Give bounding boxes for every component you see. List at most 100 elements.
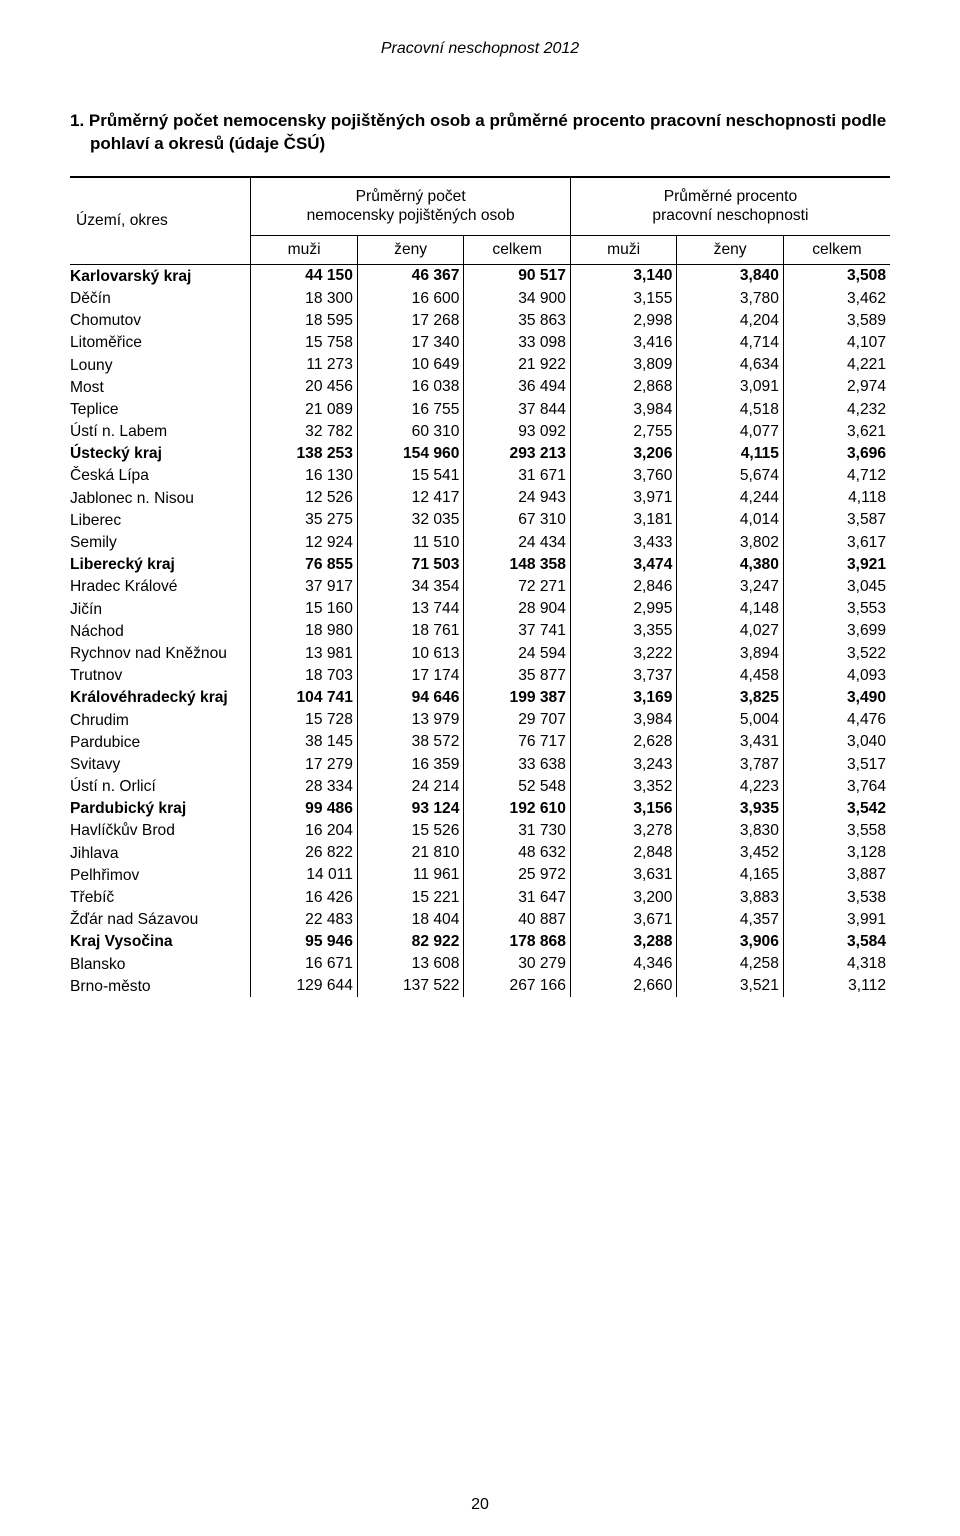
- row-name: Chrudim: [70, 709, 251, 731]
- row-value: 129 644: [251, 975, 358, 997]
- row-name: Žďár nad Sázavou: [70, 909, 251, 931]
- row-value: 34 900: [464, 287, 571, 309]
- row-value: 48 632: [464, 842, 571, 864]
- table-row: Pelhřimov14 01111 96125 9723,6314,1653,8…: [70, 864, 890, 886]
- row-value: 104 741: [251, 687, 358, 709]
- row-value: 3,542: [783, 798, 890, 820]
- table-row: Litoměřice15 75817 34033 0983,4164,7144,…: [70, 332, 890, 354]
- row-value: 4,346: [570, 953, 677, 975]
- table-row: Pardubice38 14538 57276 7172,6283,4313,0…: [70, 731, 890, 753]
- table-row: Liberecký kraj76 85571 503148 3583,4744,…: [70, 554, 890, 576]
- table-row: Česká Lípa16 13015 54131 6713,7605,6744,…: [70, 465, 890, 487]
- row-value: 11 961: [357, 864, 464, 886]
- row-value: 178 868: [464, 931, 571, 953]
- row-value: 192 610: [464, 798, 571, 820]
- row-value: 3,355: [570, 620, 677, 642]
- row-value: 3,169: [570, 687, 677, 709]
- row-value: 60 310: [357, 421, 464, 443]
- row-value: 18 404: [357, 909, 464, 931]
- row-value: 3,288: [570, 931, 677, 953]
- row-value: 67 310: [464, 509, 571, 531]
- row-value: 4,027: [677, 620, 784, 642]
- row-value: 3,696: [783, 443, 890, 465]
- header-sub: celkem: [783, 236, 890, 265]
- row-value: 33 098: [464, 332, 571, 354]
- row-name: Pelhřimov: [70, 864, 251, 886]
- row-value: 3,508: [783, 265, 890, 288]
- row-name: Most: [70, 376, 251, 398]
- row-value: 4,107: [783, 332, 890, 354]
- row-value: 15 758: [251, 332, 358, 354]
- row-value: 3,760: [570, 465, 677, 487]
- row-value: 4,476: [783, 709, 890, 731]
- row-name: Rychnov nad Kněžnou: [70, 642, 251, 664]
- row-value: 2,974: [783, 376, 890, 398]
- row-value: 3,809: [570, 354, 677, 376]
- row-value: 11 510: [357, 532, 464, 554]
- row-value: 4,712: [783, 465, 890, 487]
- table-row: Třebíč16 42615 22131 6473,2003,8833,538: [70, 887, 890, 909]
- row-value: 3,617: [783, 532, 890, 554]
- row-value: 36 494: [464, 376, 571, 398]
- row-value: 3,452: [677, 842, 784, 864]
- row-value: 13 608: [357, 953, 464, 975]
- row-value: 76 855: [251, 554, 358, 576]
- table-row: Žďár nad Sázavou22 48318 40440 8873,6714…: [70, 909, 890, 931]
- table-row: Havlíčkův Brod16 20415 52631 7303,2783,8…: [70, 820, 890, 842]
- row-value: 17 279: [251, 753, 358, 775]
- row-name: Jičín: [70, 598, 251, 620]
- row-value: 12 526: [251, 487, 358, 509]
- row-value: 5,004: [677, 709, 784, 731]
- row-value: 2,998: [570, 310, 677, 332]
- row-value: 4,714: [677, 332, 784, 354]
- row-value: 16 130: [251, 465, 358, 487]
- row-value: 15 526: [357, 820, 464, 842]
- row-value: 4,221: [783, 354, 890, 376]
- row-value: 95 946: [251, 931, 358, 953]
- row-value: 4,165: [677, 864, 784, 886]
- row-name: Chomutov: [70, 310, 251, 332]
- table-body: Karlovarský kraj44 15046 36790 5173,1403…: [70, 265, 890, 998]
- row-value: 4,357: [677, 909, 784, 931]
- row-value: 12 417: [357, 487, 464, 509]
- table-row: Chomutov18 59517 26835 8632,9984,2043,58…: [70, 310, 890, 332]
- row-value: 12 924: [251, 532, 358, 554]
- row-value: 3,787: [677, 753, 784, 775]
- row-value: 3,091: [677, 376, 784, 398]
- row-value: 3,921: [783, 554, 890, 576]
- header-sub: ženy: [357, 236, 464, 265]
- table-row: Blansko16 67113 60830 2794,3464,2584,318: [70, 953, 890, 975]
- row-value: 15 221: [357, 887, 464, 909]
- row-value: 267 166: [464, 975, 571, 997]
- row-value: 3,431: [677, 731, 784, 753]
- row-value: 3,589: [783, 310, 890, 332]
- row-value: 3,247: [677, 576, 784, 598]
- row-name: Pardubice: [70, 731, 251, 753]
- row-name: Louny: [70, 354, 251, 376]
- row-value: 3,522: [783, 642, 890, 664]
- row-value: 72 271: [464, 576, 571, 598]
- row-value: 28 904: [464, 598, 571, 620]
- row-value: 4,244: [677, 487, 784, 509]
- table-row: Karlovarský kraj44 15046 36790 5173,1403…: [70, 265, 890, 288]
- row-value: 3,200: [570, 887, 677, 909]
- header-group-count: Průměrný počet nemocensky pojištěných os…: [251, 177, 571, 236]
- row-value: 3,462: [783, 287, 890, 309]
- row-value: 3,040: [783, 731, 890, 753]
- row-value: 3,112: [783, 975, 890, 997]
- row-value: 3,802: [677, 532, 784, 554]
- row-value: 16 600: [357, 287, 464, 309]
- row-value: 35 863: [464, 310, 571, 332]
- table-row: Ústí n. Labem32 78260 31093 0922,7554,07…: [70, 421, 890, 443]
- row-value: 16 755: [357, 398, 464, 420]
- row-value: 3,699: [783, 620, 890, 642]
- row-value: 4,318: [783, 953, 890, 975]
- row-value: 3,737: [570, 665, 677, 687]
- table-row: Jičín15 16013 74428 9042,9954,1483,553: [70, 598, 890, 620]
- header-group-percent: Průměrné procento pracovní neschopnosti: [570, 177, 890, 236]
- row-value: 5,674: [677, 465, 784, 487]
- row-name: Blansko: [70, 953, 251, 975]
- row-value: 3,984: [570, 398, 677, 420]
- row-value: 2,755: [570, 421, 677, 443]
- table-row: Semily12 92411 51024 4343,4333,8023,617: [70, 532, 890, 554]
